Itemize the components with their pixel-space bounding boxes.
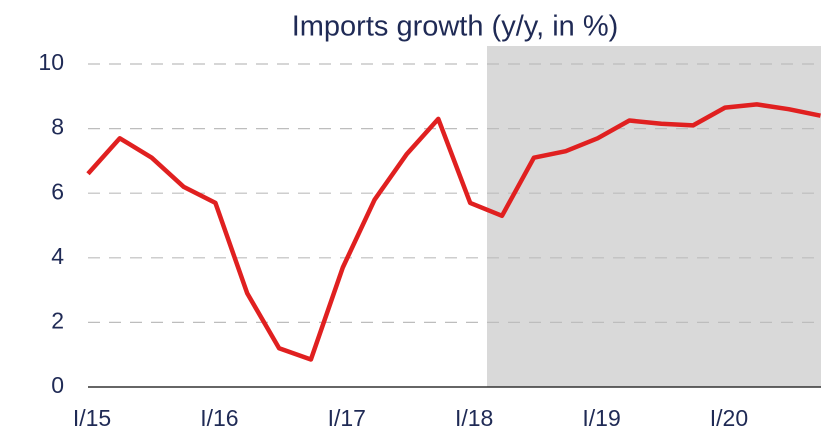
chart-title: Imports growth (y/y, in %) — [292, 11, 619, 43]
y-tick-label: 8 — [51, 114, 64, 140]
x-tick-label: I/16 — [200, 405, 238, 431]
y-tick-label: 6 — [51, 178, 64, 204]
y-tick-label: 4 — [51, 243, 64, 269]
forecast-shade — [487, 46, 821, 387]
x-tick-label: I/18 — [455, 405, 493, 431]
x-tick-label: I/15 — [73, 405, 111, 431]
data-line — [86, 102, 821, 362]
y-tick-label: 0 — [51, 372, 64, 398]
x-tick-label: I/20 — [710, 405, 748, 431]
y-tick-label: 10 — [38, 49, 64, 75]
y-tick-label: 2 — [51, 307, 64, 333]
x-tick-label: I/19 — [582, 405, 620, 431]
x-tick-label: I/17 — [328, 405, 366, 431]
